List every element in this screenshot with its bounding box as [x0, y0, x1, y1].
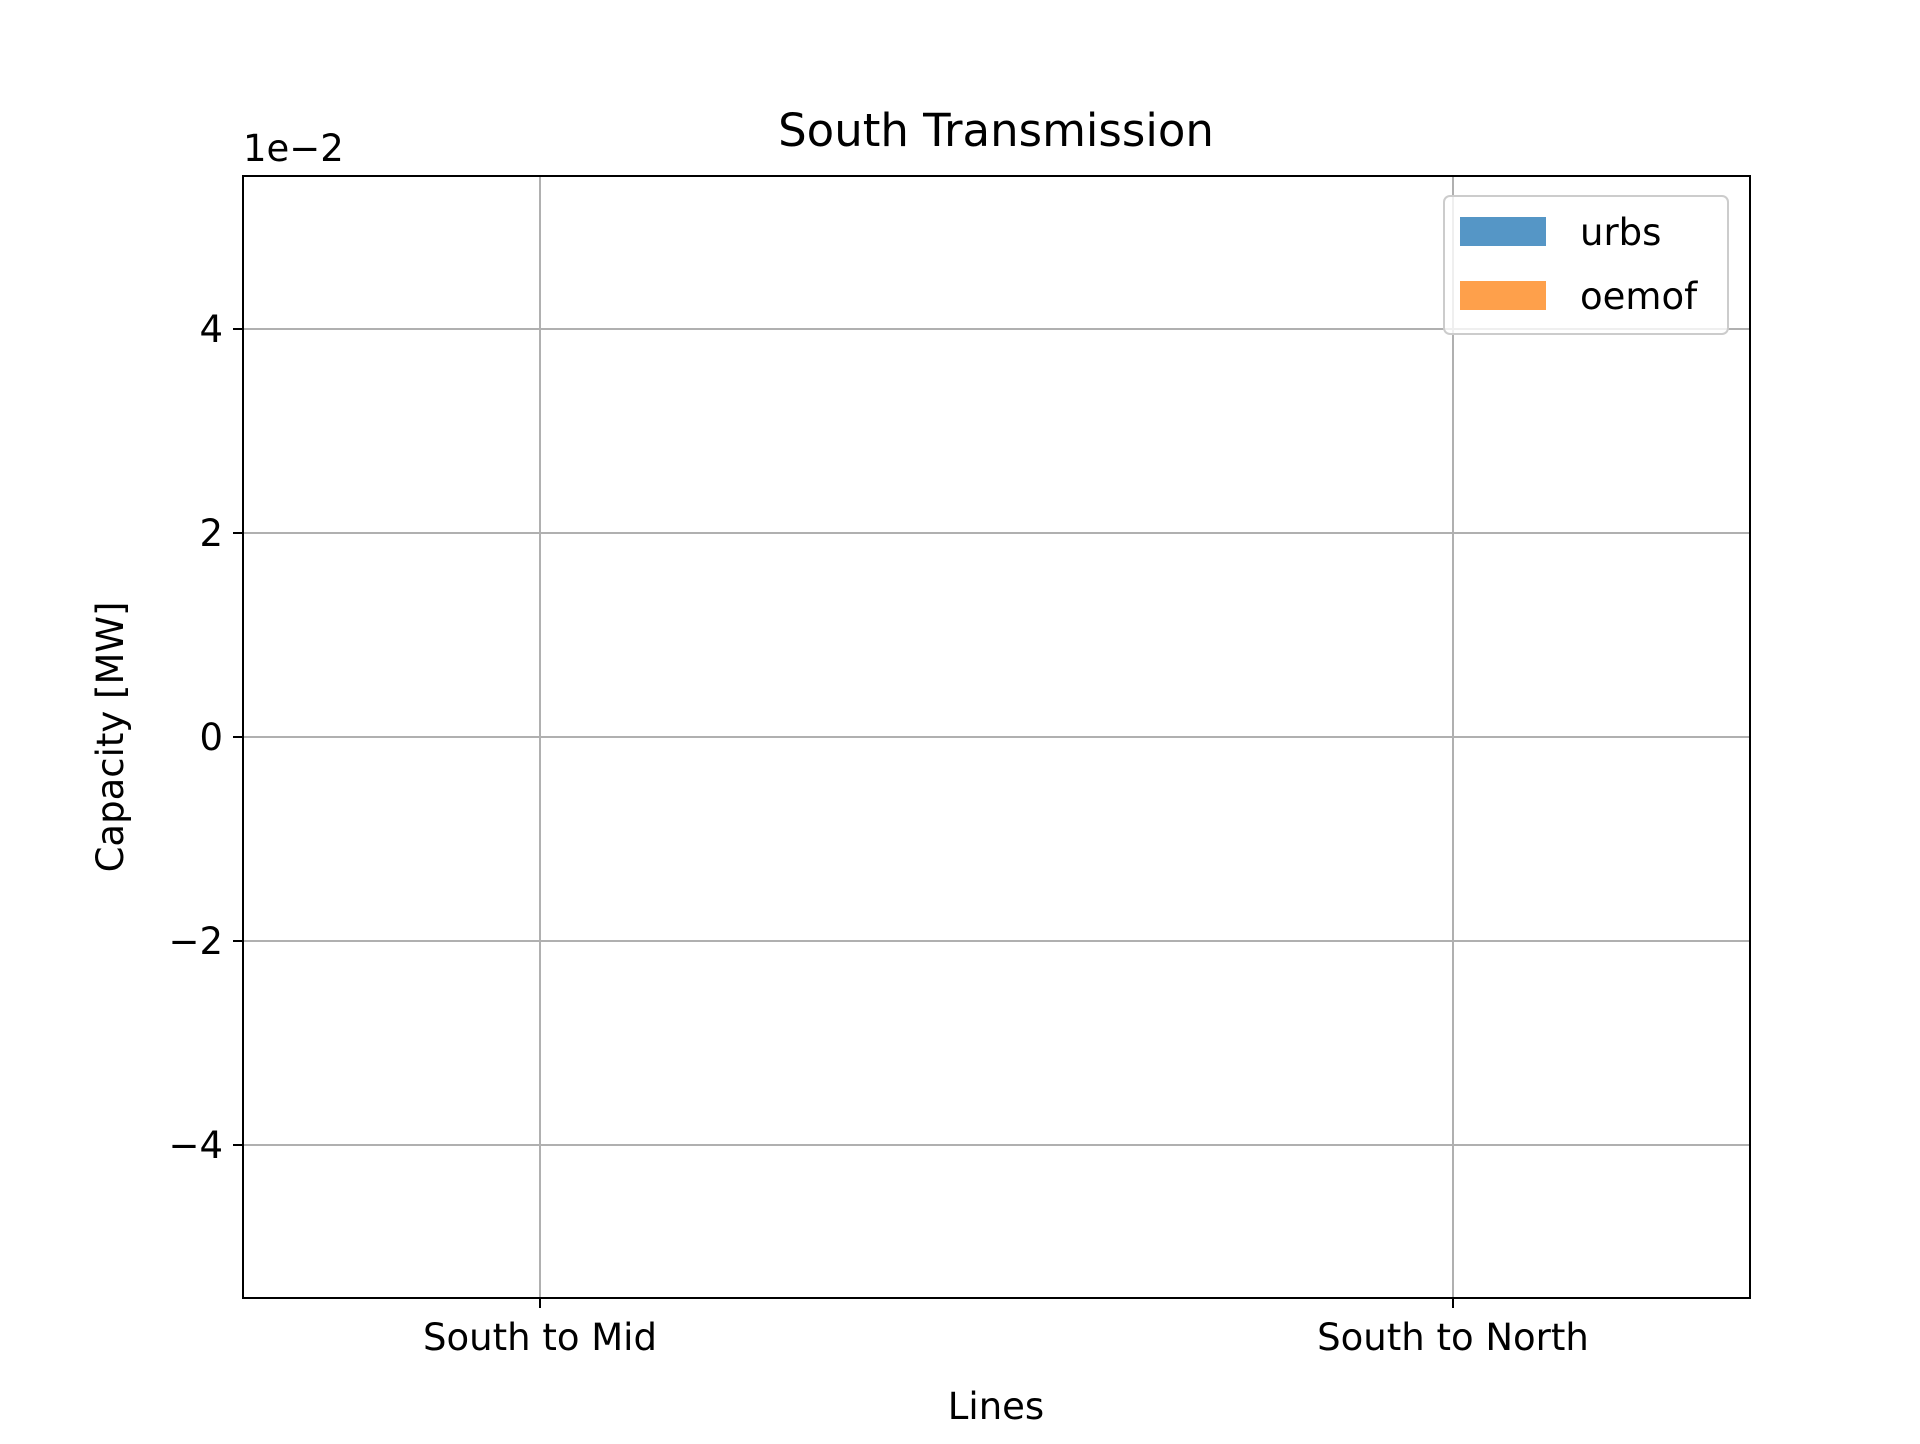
legend-label-urbs: urbs	[1580, 211, 1661, 254]
legend-label-oemof: oemof	[1580, 275, 1698, 318]
x-tick-label: South to North	[1317, 1316, 1589, 1359]
y-tick-label: −2	[168, 920, 223, 963]
y-offset-label: 1e−2	[243, 127, 344, 170]
x-tick-label: South to Mid	[423, 1316, 657, 1359]
legend-swatch-oemof	[1460, 281, 1546, 310]
legend: urbs oemof	[1443, 195, 1729, 335]
y-axis: −4 −2 0 2 4	[168, 308, 243, 1167]
y-axis-label: Capacity [MW]	[89, 602, 132, 873]
x-axis-label: Lines	[948, 1385, 1044, 1428]
chart-title: South Transmission	[778, 104, 1214, 157]
grid-layer	[243, 176, 1750, 1298]
legend-swatch-urbs	[1460, 217, 1546, 246]
y-tick-label: 0	[199, 716, 223, 759]
y-tick-label: 2	[199, 512, 223, 555]
y-tick-label: −4	[168, 1124, 223, 1167]
y-tick-label: 4	[199, 308, 223, 351]
x-axis: South to Mid South to North	[423, 1298, 1589, 1359]
